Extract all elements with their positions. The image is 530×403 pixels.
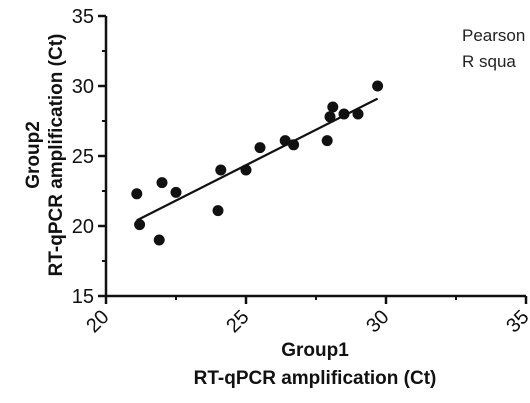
- data-point: [134, 219, 146, 231]
- y-axis-title-line2: RT-qPCR amplification (Ct): [46, 34, 67, 277]
- y-axis-title-line1: Group2: [23, 121, 44, 189]
- regression-line: [136, 97, 379, 222]
- data-point: [352, 108, 364, 120]
- data-point: [254, 142, 266, 154]
- data-point: [321, 135, 333, 147]
- data-point: [215, 164, 227, 176]
- x-axis-title-line1: Group1: [281, 340, 349, 361]
- data-point: [131, 188, 143, 200]
- data-point: [327, 101, 339, 113]
- trendline-group: [136, 97, 379, 222]
- data-point: [170, 186, 182, 198]
- y-tick-label: 15: [72, 286, 94, 308]
- data-point: [279, 135, 291, 147]
- data-point: [338, 108, 350, 120]
- data-point: [212, 205, 224, 217]
- x-tick-label: 20: [82, 306, 113, 337]
- x-tick-label: 35: [502, 306, 530, 337]
- annotation-pearson: Pearson: [462, 26, 525, 45]
- x-tick-label: 25: [222, 306, 253, 337]
- data-point: [288, 139, 300, 151]
- x-axis-title-line2: RT-qPCR amplification (Ct): [194, 368, 437, 389]
- data-points: [131, 80, 384, 246]
- data-point: [324, 111, 336, 123]
- y-tick-label: 25: [72, 146, 94, 168]
- annotation-r-squared: R squa: [462, 52, 516, 71]
- data-point: [153, 234, 165, 246]
- y-tick-label: 30: [72, 76, 94, 98]
- y-tick-label: 20: [72, 216, 94, 238]
- y-tick-label: 35: [72, 6, 94, 28]
- data-point: [240, 164, 252, 176]
- data-point: [372, 80, 384, 92]
- x-tick-label: 30: [362, 306, 393, 337]
- data-point: [156, 177, 168, 189]
